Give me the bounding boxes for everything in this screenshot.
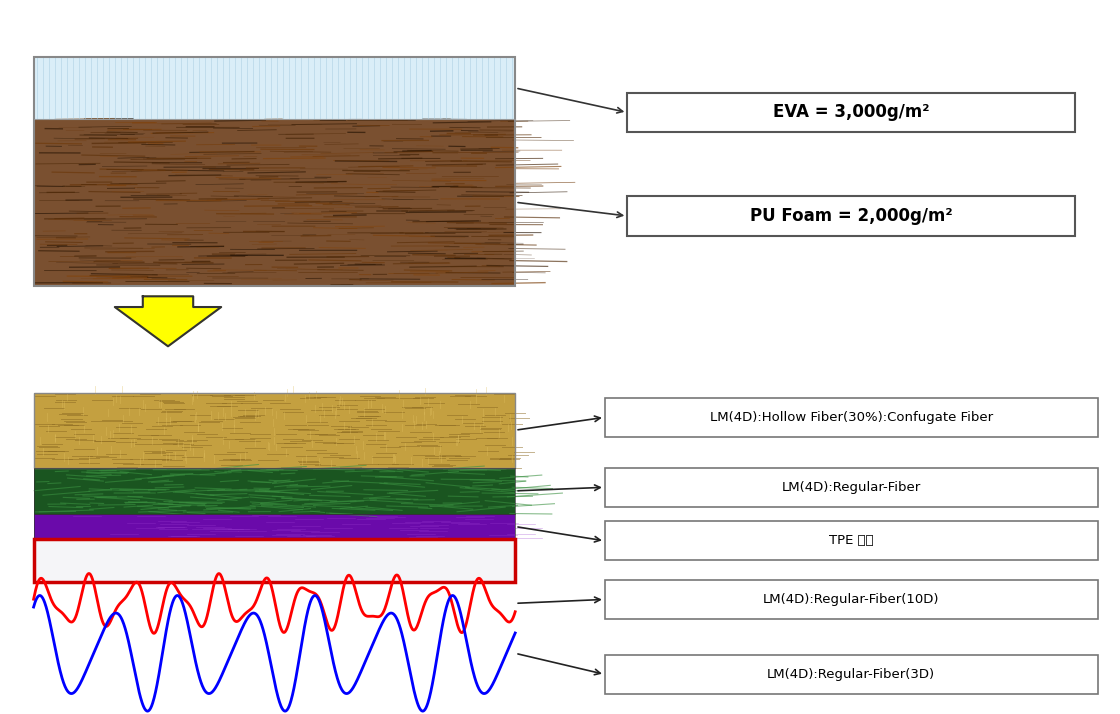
Text: LM(4D):Regular-Fiber(10D): LM(4D):Regular-Fiber(10D) xyxy=(763,593,940,606)
Bar xyxy=(34,393,515,468)
Text: LM(4D):Hollow Fiber(30%):Confugate Fiber: LM(4D):Hollow Fiber(30%):Confugate Fiber xyxy=(710,411,992,424)
Bar xyxy=(605,398,1098,437)
Bar xyxy=(34,393,515,468)
Bar xyxy=(34,119,515,286)
Bar xyxy=(605,655,1098,694)
Bar xyxy=(627,196,1075,236)
Text: TPE 소재: TPE 소재 xyxy=(829,534,874,548)
Bar xyxy=(34,468,515,514)
Polygon shape xyxy=(114,296,222,346)
Bar xyxy=(34,539,515,582)
Bar xyxy=(627,93,1075,132)
Bar xyxy=(34,57,515,119)
Text: PU Foam = 2,000g/m²: PU Foam = 2,000g/m² xyxy=(750,207,952,225)
Bar xyxy=(34,514,515,539)
Bar xyxy=(34,57,515,286)
Text: LM(4D):Regular-Fiber: LM(4D):Regular-Fiber xyxy=(782,481,921,494)
Bar xyxy=(605,521,1098,560)
Text: EVA = 3,000g/m²: EVA = 3,000g/m² xyxy=(773,104,930,121)
Bar xyxy=(605,468,1098,507)
Text: LM(4D):Regular-Fiber(3D): LM(4D):Regular-Fiber(3D) xyxy=(767,668,935,681)
Bar xyxy=(34,514,515,539)
Bar xyxy=(34,468,515,514)
Bar xyxy=(605,580,1098,619)
